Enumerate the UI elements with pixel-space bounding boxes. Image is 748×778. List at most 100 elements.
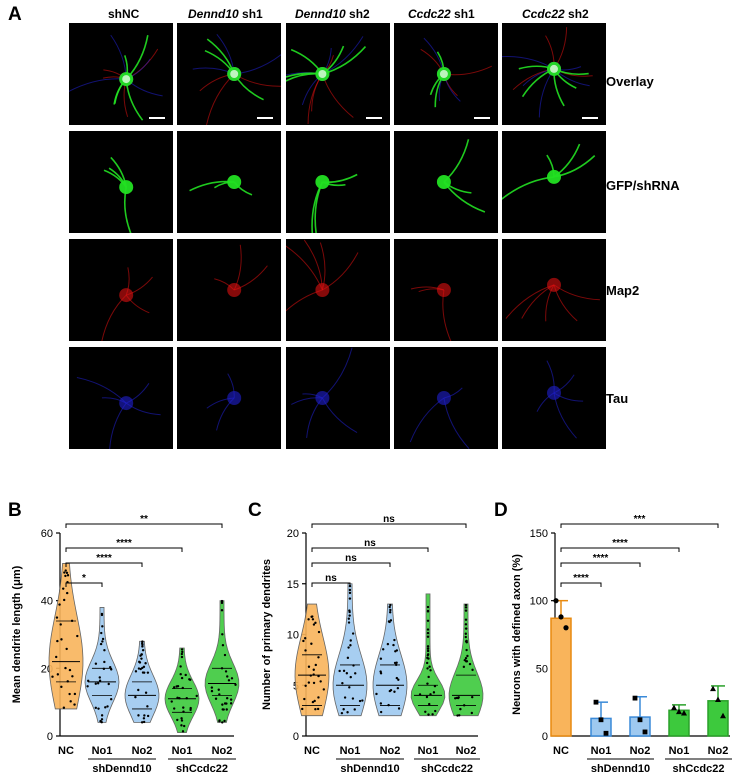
- data-point: [348, 609, 351, 612]
- micrograph-tile: [177, 131, 281, 233]
- category-label: No1: [418, 745, 439, 757]
- data-point: [143, 714, 146, 717]
- data-point: [175, 685, 178, 688]
- data-point: [375, 692, 378, 696]
- data-point: [98, 676, 101, 679]
- data-point: [349, 639, 352, 642]
- data-point: [96, 682, 100, 685]
- data-point: [317, 674, 320, 678]
- data-point: [465, 660, 469, 663]
- data-point: [387, 703, 390, 707]
- category-label: No2: [212, 745, 233, 757]
- data-point: [312, 681, 316, 685]
- data-point: [139, 654, 142, 657]
- column-header-ccdc22-sh2: Ccdc22 sh2: [522, 7, 589, 21]
- column-header-dennd10-sh2: Dennd10 sh2: [295, 7, 370, 21]
- data-point: [141, 643, 144, 646]
- data-point: [464, 606, 468, 609]
- data-point: [141, 645, 144, 648]
- data-point: [60, 638, 63, 641]
- data-point: [345, 672, 349, 675]
- data-point: [426, 609, 430, 613]
- significance-label: ns: [364, 538, 376, 549]
- data-point: [720, 712, 726, 719]
- data-point: [140, 653, 143, 656]
- data-point: [348, 584, 352, 588]
- data-point: [387, 620, 391, 623]
- significance-bracket: [65, 523, 223, 528]
- data-point: [214, 697, 218, 700]
- data-point: [137, 688, 140, 692]
- violin: [448, 603, 484, 717]
- data-point: [464, 609, 468, 612]
- violin: [294, 603, 330, 717]
- data-point: [64, 569, 67, 572]
- bar: [590, 717, 612, 737]
- data-point: [141, 642, 144, 645]
- data-point: [379, 657, 383, 660]
- data-point: [307, 665, 311, 668]
- significance-label: **: [140, 514, 148, 525]
- significance-bracket: [311, 582, 351, 587]
- significance-label: ns: [383, 514, 395, 525]
- data-point: [348, 588, 352, 592]
- data-point: [66, 580, 69, 584]
- data-point: [101, 640, 104, 643]
- data-point: [134, 670, 138, 673]
- category-label: No1: [172, 745, 193, 757]
- data-point: [462, 665, 466, 669]
- bar: [550, 617, 572, 737]
- data-point: [100, 721, 103, 724]
- data-point: [176, 718, 179, 722]
- data-point: [142, 720, 146, 724]
- data-point: [144, 662, 147, 665]
- data-point: [432, 691, 436, 694]
- group-label: shCcdc22: [421, 763, 473, 775]
- data-point: [393, 638, 396, 642]
- data-point: [100, 714, 104, 717]
- data-point: [303, 637, 307, 640]
- data-point: [681, 709, 687, 716]
- data-point: [464, 635, 467, 639]
- row-label-map2: Map2: [606, 283, 640, 298]
- data-point: [389, 603, 392, 607]
- significance-bracket: [560, 582, 602, 587]
- data-point: [349, 644, 352, 647]
- panel-letter-b: B: [8, 500, 22, 521]
- data-point: [426, 635, 430, 638]
- data-point: [471, 668, 474, 672]
- data-point: [66, 680, 69, 683]
- group-label: shDennd10: [340, 763, 399, 775]
- category-label: NC: [553, 745, 569, 757]
- data-point: [56, 673, 60, 676]
- data-point: [463, 658, 467, 662]
- data-point: [182, 710, 185, 713]
- data-point: [94, 662, 98, 665]
- data-point: [455, 696, 459, 700]
- data-point: [51, 675, 54, 678]
- category-label: No1: [92, 745, 113, 757]
- data-point: [393, 690, 396, 693]
- row-label-overlay: Overlay: [606, 74, 654, 89]
- violin: [164, 647, 200, 734]
- micrograph-tile: [502, 23, 606, 125]
- data-point: [218, 720, 221, 723]
- data-point: [394, 663, 398, 667]
- significance-bracket: [311, 547, 429, 552]
- data-point: [354, 672, 357, 675]
- data-point: [221, 643, 225, 647]
- data-point: [389, 688, 393, 692]
- data-point: [319, 680, 322, 683]
- data-point: [100, 718, 104, 721]
- data-point: [141, 671, 145, 674]
- significance-label: ****: [96, 553, 112, 564]
- data-point: [68, 668, 72, 672]
- data-point: [103, 649, 106, 652]
- data-point: [137, 714, 140, 717]
- micrograph-tile: [394, 23, 498, 125]
- data-point: [223, 719, 226, 723]
- micrograph-tile: [69, 347, 173, 449]
- data-point: [179, 673, 182, 676]
- data-point: [464, 632, 468, 635]
- data-point: [144, 691, 148, 694]
